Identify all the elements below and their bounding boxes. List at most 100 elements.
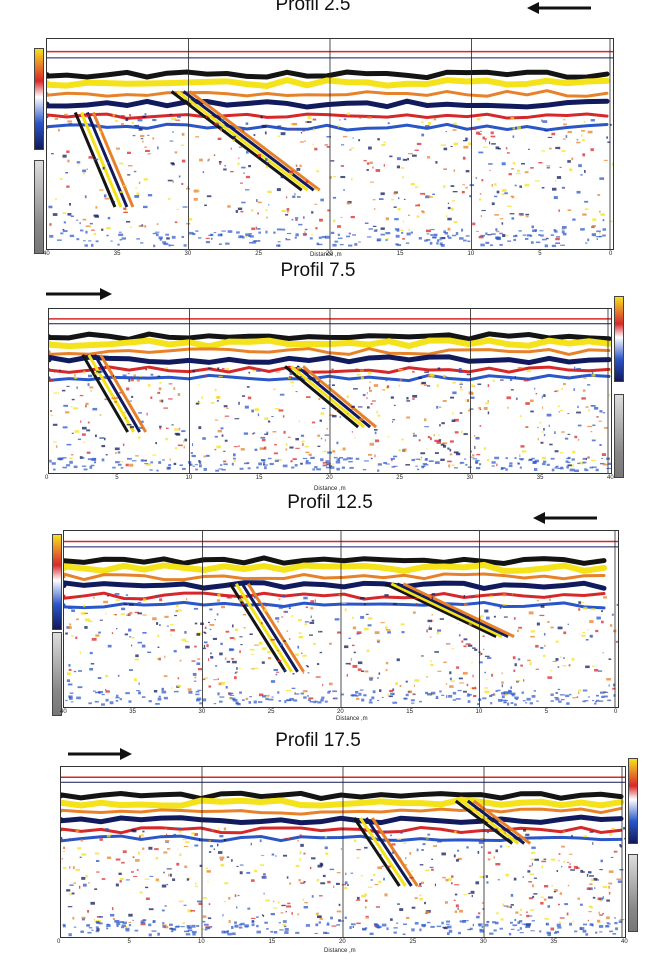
speckle	[273, 388, 276, 391]
speckle	[431, 868, 434, 871]
speckle	[316, 878, 320, 882]
speckle	[53, 441, 57, 443]
speckle	[480, 615, 484, 618]
speckle	[344, 916, 347, 920]
speckle	[484, 609, 489, 613]
speckle	[563, 657, 565, 659]
noise-floor	[396, 244, 402, 247]
speckle	[254, 644, 259, 646]
speckle	[479, 661, 483, 664]
speckle	[549, 147, 552, 150]
speckle	[98, 916, 104, 918]
noise-floor	[514, 457, 517, 459]
speckle	[63, 221, 67, 224]
speckle	[559, 166, 562, 169]
speckle	[174, 221, 178, 224]
speckle	[345, 662, 351, 665]
speckle	[428, 627, 432, 630]
speckle	[227, 595, 232, 599]
speckle	[578, 691, 580, 694]
speckle	[514, 184, 517, 187]
speckle	[112, 614, 115, 616]
noise-floor	[530, 241, 534, 244]
noise-floor	[465, 463, 468, 466]
noise-floor	[85, 230, 88, 234]
speckle	[165, 367, 168, 370]
speckle	[514, 376, 516, 379]
speckle	[489, 595, 493, 598]
speckle	[385, 380, 388, 382]
speckle	[217, 678, 219, 680]
noise-floor	[312, 468, 315, 471]
speckle	[68, 122, 73, 126]
speckle	[146, 462, 151, 466]
speckle	[375, 836, 377, 839]
noise-floor	[198, 237, 202, 239]
speckle	[342, 135, 348, 138]
noise-floor	[495, 690, 498, 692]
speckle	[541, 406, 543, 409]
noise-floor	[504, 699, 509, 702]
speckle	[333, 176, 337, 178]
speckle	[326, 146, 330, 148]
speckle	[180, 144, 185, 146]
speckle	[433, 845, 438, 847]
noise-floor	[308, 462, 311, 465]
speckle	[50, 379, 55, 381]
noise-floor	[591, 233, 597, 237]
speckle	[105, 674, 109, 678]
speckle	[401, 438, 404, 441]
speckle	[534, 180, 540, 182]
speckle	[550, 669, 553, 672]
noise-floor	[539, 930, 542, 933]
speckle	[561, 150, 566, 152]
speckle	[123, 207, 127, 210]
noise-floor	[227, 230, 233, 233]
speckle	[192, 672, 197, 676]
speckle	[156, 622, 159, 625]
speckle	[77, 847, 82, 850]
speckle	[520, 908, 523, 911]
noise-floor	[512, 235, 518, 238]
noise-floor	[554, 932, 557, 934]
noise-floor	[618, 920, 623, 924]
noise-floor	[411, 928, 415, 932]
speckle	[380, 192, 385, 196]
speckle	[271, 415, 274, 418]
speckle	[421, 849, 424, 851]
noise-floor	[118, 231, 122, 233]
speckle	[517, 658, 521, 661]
dipping-reflector	[384, 582, 497, 638]
distance-tick-label: 25	[255, 251, 262, 257]
reflector-band	[61, 825, 623, 835]
noise-floor	[386, 927, 389, 931]
speckle	[107, 644, 112, 648]
speckle	[531, 225, 534, 229]
speckle	[57, 128, 60, 132]
noise-floor	[277, 241, 281, 243]
noise-floor	[489, 244, 494, 247]
speckle	[360, 875, 364, 877]
speckle	[370, 457, 373, 460]
speckle	[312, 118, 317, 121]
speckle	[117, 674, 120, 677]
speckle	[317, 864, 323, 868]
noise-floor	[125, 692, 130, 695]
speckle	[296, 167, 301, 171]
noise-floor	[249, 235, 254, 238]
speckle	[173, 462, 177, 466]
noise-floor	[598, 700, 604, 702]
distance-tick-label: 15	[255, 475, 263, 481]
noise-floor	[339, 920, 344, 922]
speckle	[478, 235, 484, 239]
speckle	[237, 207, 243, 211]
speckle	[509, 213, 515, 215]
noise-floor	[233, 698, 238, 702]
noise-floor	[392, 701, 398, 704]
speckle	[493, 856, 495, 859]
speckle	[80, 420, 82, 423]
speckle	[254, 448, 258, 451]
speckle	[161, 687, 164, 691]
speckle	[441, 144, 446, 146]
speckle	[196, 662, 201, 665]
